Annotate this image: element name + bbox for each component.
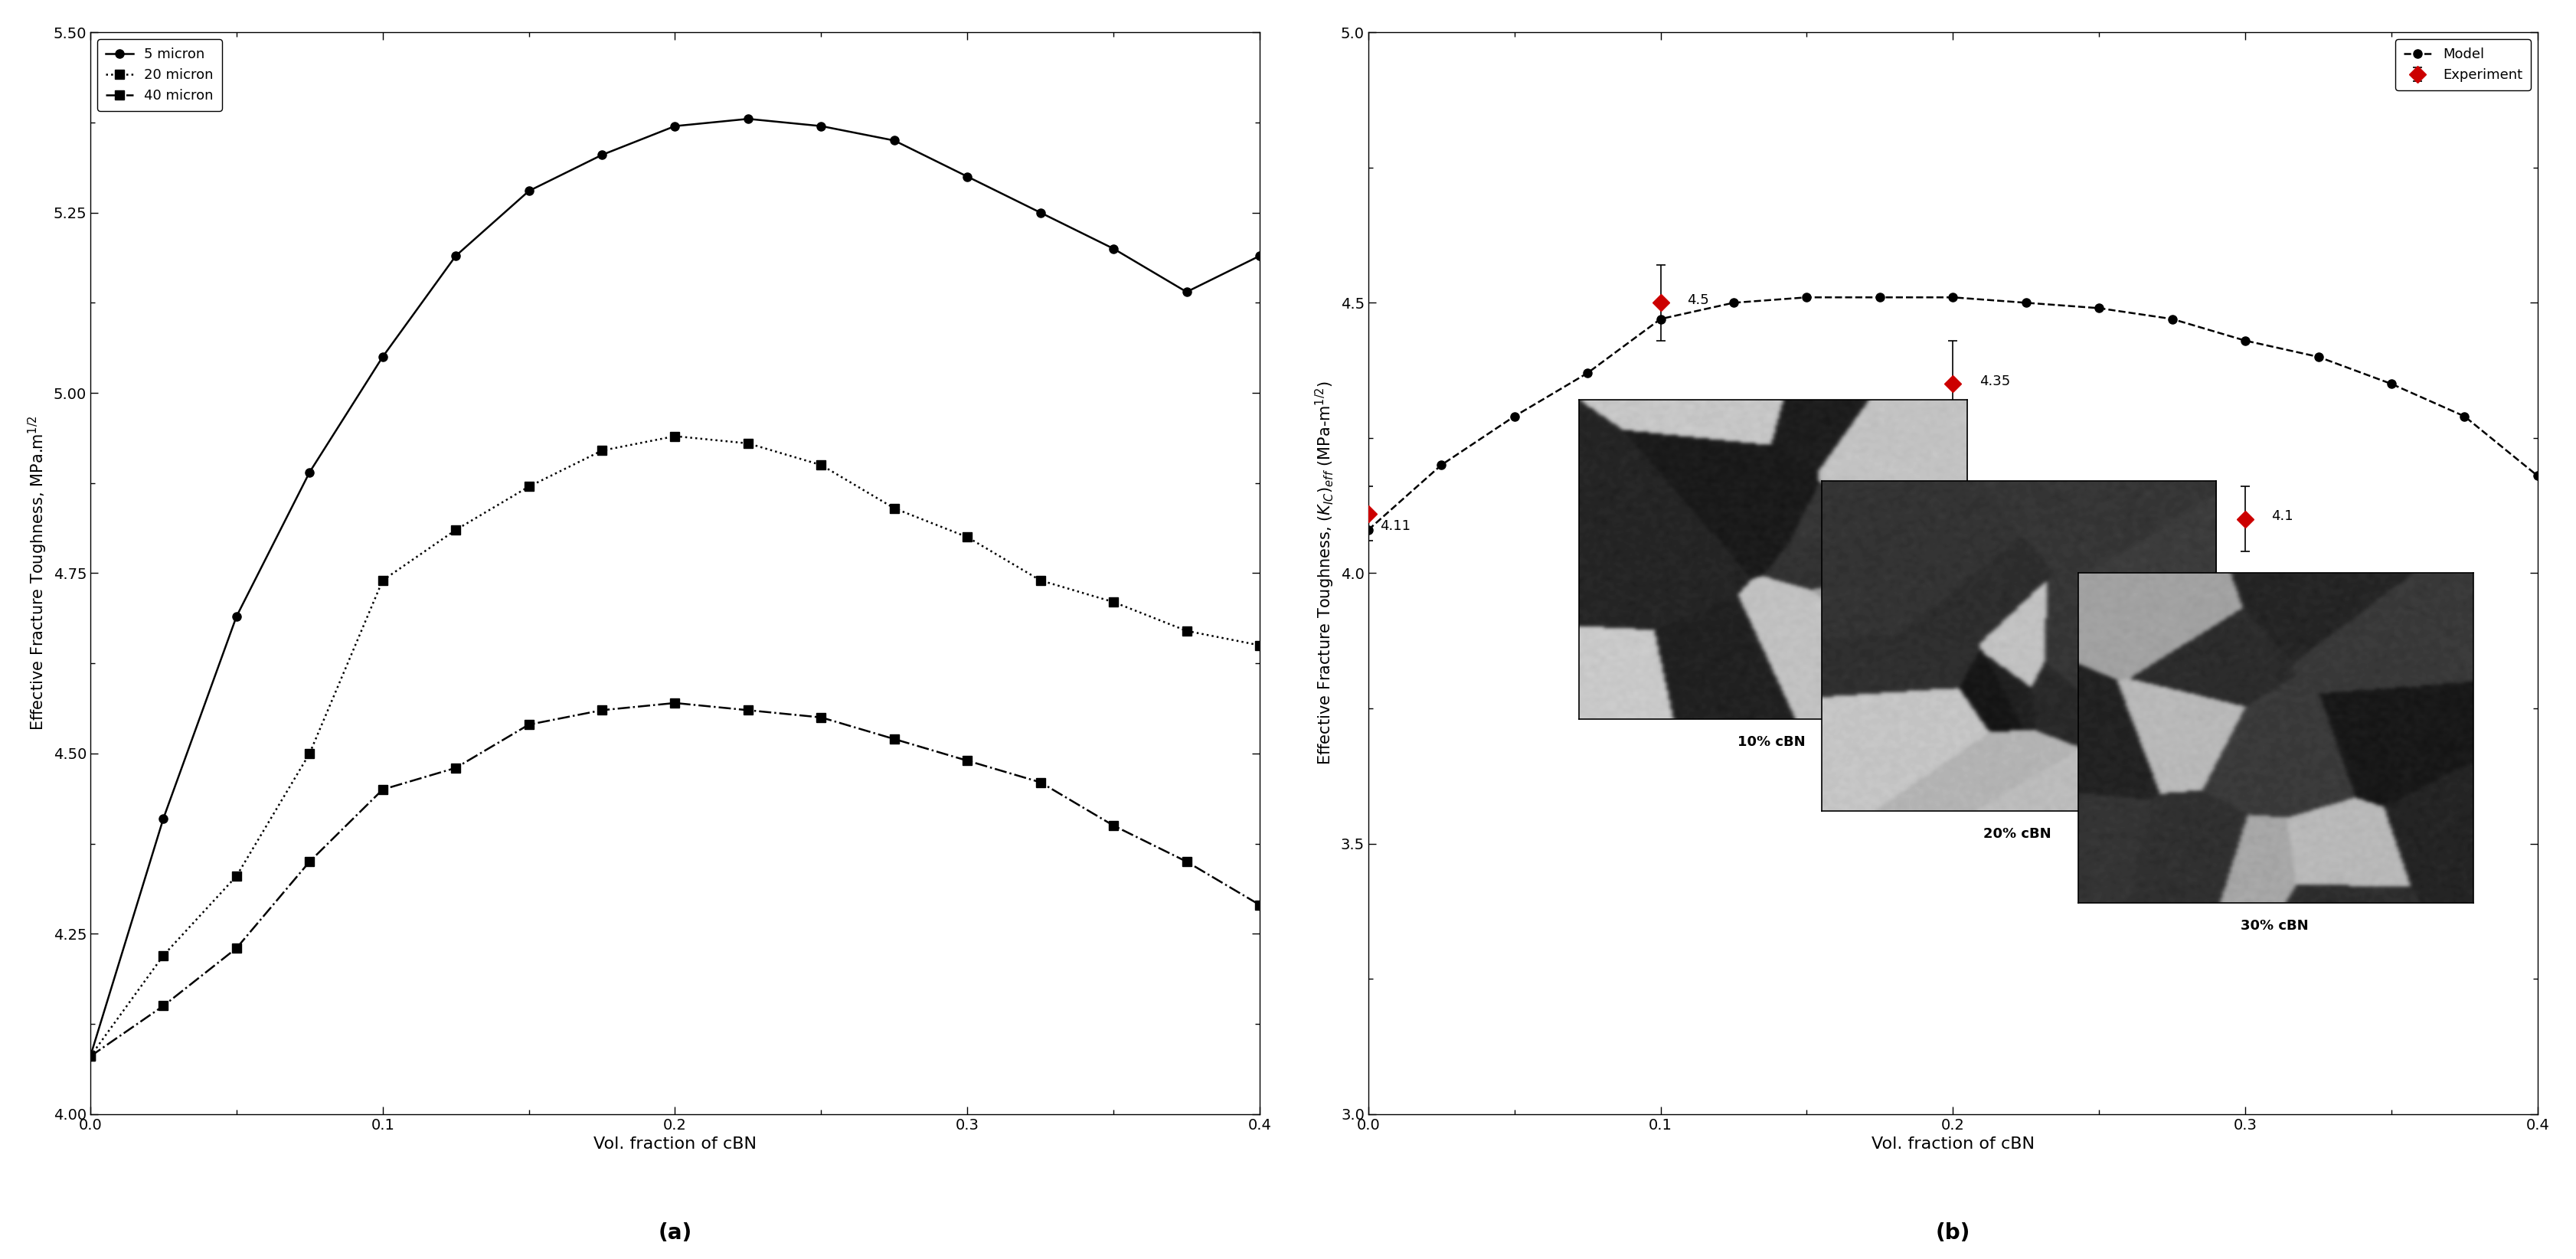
40 micron [659, 695, 690, 710]
5 micron [878, 133, 909, 149]
40 micron [440, 760, 471, 776]
5 micron [659, 118, 690, 133]
40 micron [1025, 774, 1056, 789]
5 micron [294, 465, 325, 480]
Text: 4.5: 4.5 [1687, 293, 1708, 307]
Text: (a): (a) [657, 1222, 693, 1244]
40 micron [1097, 818, 1128, 833]
20 micron [953, 530, 984, 545]
Text: 20% cBN: 20% cBN [1984, 827, 2050, 841]
20 micron [75, 1049, 106, 1064]
Text: 10% cBN: 10% cBN [1739, 735, 1806, 749]
Legend: 5 micron, 20 micron, 40 micron: 5 micron, 20 micron, 40 micron [98, 39, 222, 111]
Model [2450, 409, 2481, 424]
Model [2522, 468, 2553, 483]
5 micron [806, 118, 837, 133]
Model [1865, 290, 1896, 305]
5 micron [1172, 285, 1203, 300]
40 micron [368, 782, 399, 797]
X-axis label: Vol. fraction of cBN: Vol. fraction of cBN [592, 1137, 757, 1152]
5 micron [953, 169, 984, 184]
5 micron [1244, 248, 1275, 263]
5 micron [1097, 242, 1128, 257]
40 micron [732, 703, 762, 718]
Y-axis label: Effective Fracture Toughness, MPa.m$^{1/2}$: Effective Fracture Toughness, MPa.m$^{1/… [26, 415, 49, 730]
20 micron [806, 457, 837, 472]
5 micron [147, 811, 178, 826]
20 micron [368, 573, 399, 588]
40 micron [878, 731, 909, 747]
Model [1790, 290, 1821, 305]
5 micron [222, 609, 252, 624]
Line: 5 micron: 5 micron [85, 115, 1265, 1060]
Text: 4.35: 4.35 [1978, 374, 2009, 388]
Model [1352, 522, 1383, 538]
20 micron [659, 428, 690, 443]
20 micron [878, 501, 909, 516]
40 micron [806, 710, 837, 725]
Model [2009, 295, 2040, 310]
Model [1499, 409, 1530, 424]
Model [2303, 349, 2334, 364]
Model [2375, 376, 2406, 392]
40 micron [294, 854, 325, 869]
5 micron [587, 147, 618, 162]
5 micron [368, 349, 399, 364]
20 micron [222, 869, 252, 884]
Model [2231, 334, 2262, 349]
Model [1937, 290, 1968, 305]
5 micron [1025, 205, 1056, 220]
Model [1427, 457, 1458, 472]
40 micron [75, 1049, 106, 1064]
40 micron [222, 940, 252, 956]
Line: Model: Model [1363, 293, 2543, 534]
5 micron [732, 111, 762, 126]
20 micron [147, 948, 178, 963]
Model [1571, 365, 1602, 380]
20 micron [1025, 573, 1056, 588]
Text: 4.11: 4.11 [1381, 519, 1412, 533]
20 micron [1097, 594, 1128, 609]
20 micron [513, 480, 544, 495]
Text: (b): (b) [1935, 1222, 1971, 1244]
Text: 4.1: 4.1 [2272, 510, 2293, 524]
20 micron [1172, 623, 1203, 638]
Text: 30% cBN: 30% cBN [2241, 919, 2308, 933]
40 micron [513, 718, 544, 733]
40 micron [147, 998, 178, 1013]
40 micron [587, 703, 618, 718]
Model [2084, 301, 2115, 316]
20 micron [1244, 638, 1275, 653]
Model [1718, 295, 1749, 310]
40 micron [1244, 898, 1275, 913]
5 micron [440, 248, 471, 263]
Line: 40 micron: 40 micron [85, 699, 1265, 1060]
Model [1646, 311, 1677, 326]
20 micron [587, 443, 618, 458]
40 micron [953, 753, 984, 768]
Line: 20 micron: 20 micron [85, 432, 1265, 1060]
Model [2156, 311, 2187, 326]
20 micron [294, 745, 325, 760]
20 micron [732, 436, 762, 451]
Legend: Model, Experiment: Model, Experiment [2396, 39, 2530, 91]
Y-axis label: Effective Fracture Toughness, $(K_{IC})_{eff}$ (MPa-m$^{1/2}$): Effective Fracture Toughness, $(K_{IC})_… [1314, 381, 1337, 765]
X-axis label: Vol. fraction of cBN: Vol. fraction of cBN [1870, 1137, 2035, 1152]
20 micron [440, 522, 471, 538]
40 micron [1172, 854, 1203, 869]
5 micron [513, 184, 544, 199]
5 micron [75, 1049, 106, 1064]
